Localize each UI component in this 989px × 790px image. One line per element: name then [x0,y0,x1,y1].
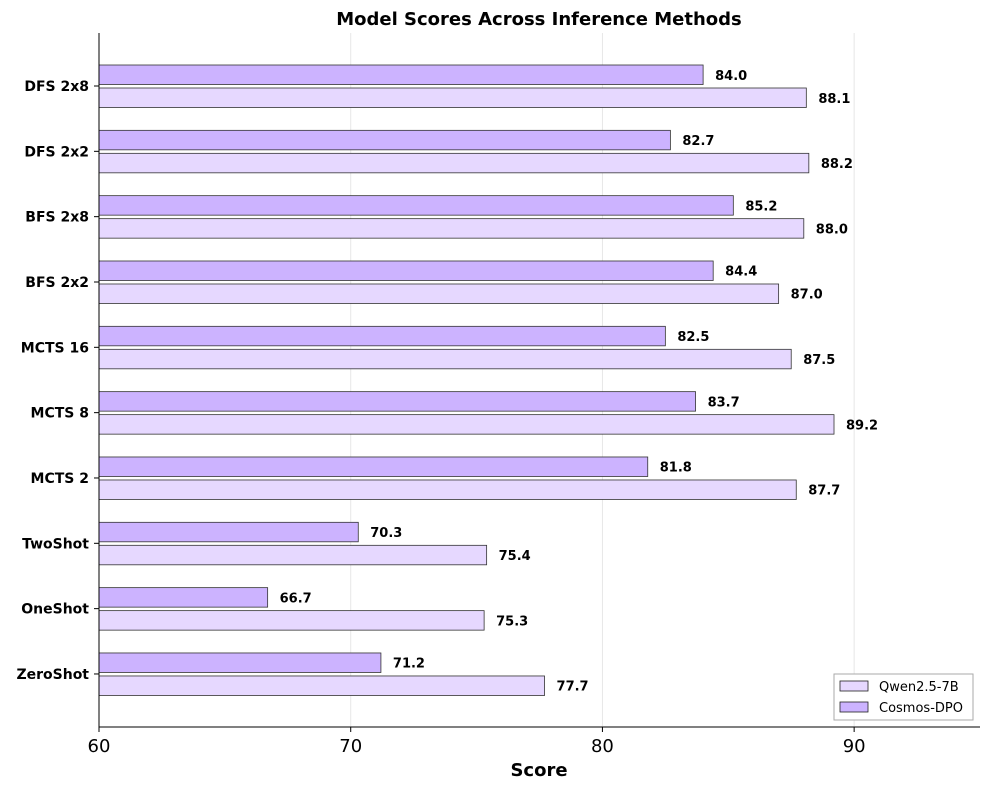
bar [98,87,807,108]
x-tick-label: 60 [88,736,111,757]
bar [98,152,810,174]
legend-swatch-cosmos [839,701,869,713]
category-label: OneShot [21,602,89,618]
data-label: 77.7 [557,680,589,695]
bar [98,610,485,631]
bars [98,64,835,696]
bar [98,348,792,370]
data-label: 71.2 [393,657,425,672]
category-label: MCTS 8 [31,406,89,422]
data-label: 83.7 [708,395,740,410]
bar [98,456,649,477]
axes: 60 70 80 90 ZeroShot OneShot TwoShot MCTS 2 MCTS… [16,33,980,757]
category-label: DFS 2x8 [24,79,89,95]
bar [98,544,488,566]
category-label: DFS 2x2 [24,144,89,160]
value-labels: 71.2 77.7 66.7 75.3 70.3 75.4 81.8 87.7 83.7 89.2… [280,69,878,695]
data-label: 84.0 [715,69,747,84]
category-label: BFS 2x2 [25,275,89,291]
data-label: 84.4 [725,265,757,280]
bar [98,195,734,216]
legend-swatch-qwen [839,680,869,692]
legend: Qwen2.5-7B Cosmos-DPO [833,673,974,721]
data-label: 85.2 [745,199,777,214]
bar [98,283,780,304]
bar [98,129,671,151]
bar [98,675,545,696]
bar [98,260,714,281]
bar [98,218,805,239]
bar [98,652,382,673]
data-label: 89.2 [846,418,878,433]
data-label: 81.8 [660,461,692,476]
x-tick-label: 90 [843,736,866,757]
data-label: 82.5 [677,330,709,345]
legend-label-cosmos: Cosmos-DPO [879,701,963,716]
bar [98,64,704,85]
data-label: 87.7 [808,484,840,499]
bar [98,391,696,412]
data-label: 70.3 [370,526,402,541]
data-label: 82.7 [682,134,714,149]
x-axis-label: Score [510,760,567,781]
category-label: TwoShot [22,536,89,552]
bar [98,587,269,608]
category-label: MCTS 2 [31,471,89,487]
data-label: 66.7 [280,591,312,606]
data-label: 75.4 [499,549,531,564]
data-label: 88.0 [816,222,848,237]
x-tick-label: 80 [591,736,614,757]
bar [98,414,835,435]
data-label: 87.5 [803,353,835,368]
x-tick-label: 70 [339,736,362,757]
bar [98,479,797,500]
bar [98,325,666,347]
category-label: ZeroShot [16,667,89,683]
chart-title: Model Scores Across Inference Methods [336,9,742,30]
data-label: 88.2 [821,157,853,172]
category-label: BFS 2x8 [25,210,89,226]
data-label: 88.1 [818,92,850,107]
data-label: 75.3 [496,614,528,629]
category-label: MCTS 16 [21,340,89,356]
bar [98,521,359,543]
data-label: 87.0 [791,288,823,303]
legend-label-qwen: Qwen2.5-7B [879,680,959,695]
